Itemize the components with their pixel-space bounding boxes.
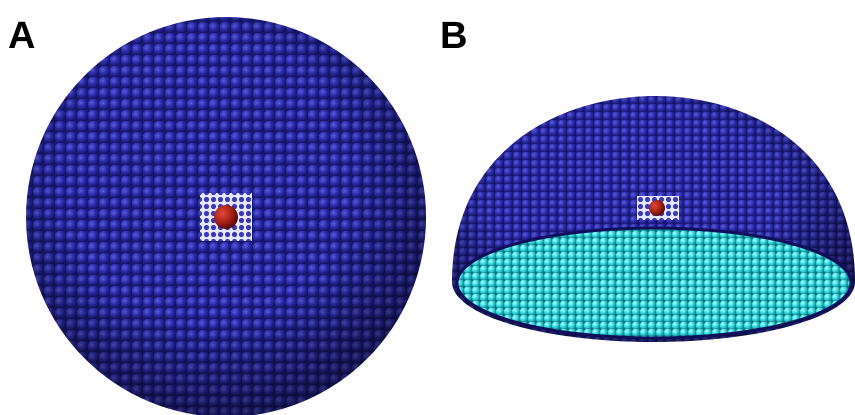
panel-a: A bbox=[8, 15, 426, 415]
panel-label: B bbox=[440, 15, 467, 57]
central-particle bbox=[649, 200, 665, 216]
central-particle bbox=[214, 205, 238, 229]
figure: A B bbox=[0, 0, 855, 415]
panel-label: A bbox=[8, 15, 35, 57]
panel-b: B bbox=[440, 15, 855, 342]
